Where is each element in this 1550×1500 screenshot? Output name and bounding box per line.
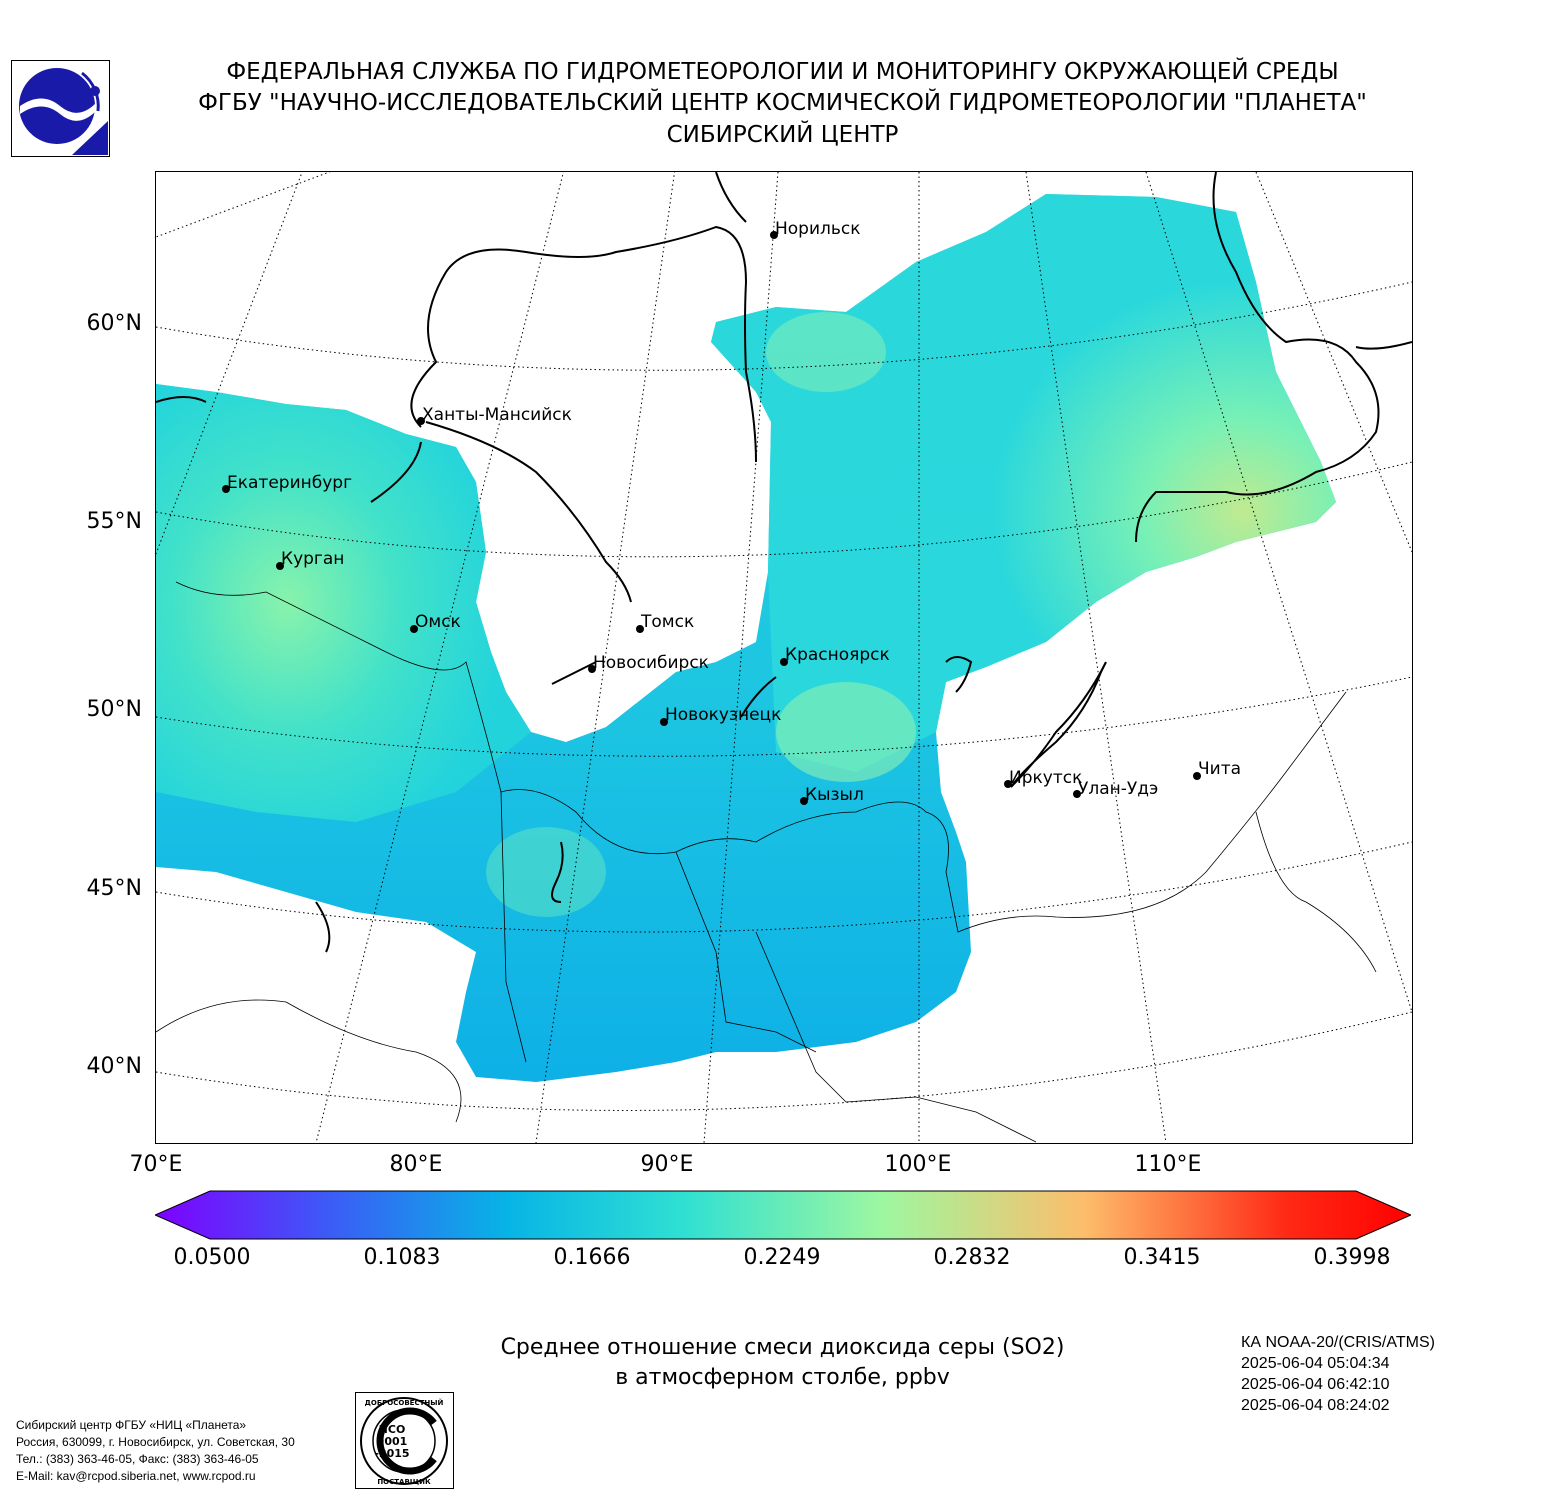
colorbar-tick-0: 0.0500 bbox=[173, 1245, 251, 1270]
borders bbox=[156, 581, 1377, 1143]
roshydromet-logo bbox=[11, 60, 110, 157]
footer-line-2: Россия, 630099, г. Новосибирск, ул. Сове… bbox=[16, 1435, 295, 1449]
lat-label-55n: 55°N bbox=[86, 509, 142, 534]
lat-label-40n: 40°N bbox=[86, 1054, 142, 1079]
satellite-time-2: 2025-06-04 06:42:10 bbox=[1241, 1376, 1390, 1393]
lat-label-50n: 50°N bbox=[86, 697, 142, 722]
city-label-chita: Чита bbox=[1198, 759, 1242, 779]
lon-label-80e: 80°E bbox=[389, 1152, 443, 1177]
iso-badge-std-2: 9001 bbox=[377, 1435, 408, 1448]
satellite-info: КА NOAA-20/(CRIS/ATMS) 2025-06-04 05:04:… bbox=[1241, 1332, 1435, 1416]
so2-map: Норильск Ханты-Мансийск Екатеринбург Кур… bbox=[155, 171, 1413, 1144]
satellite-name: КА NOAA-20/(CRIS/ATMS) bbox=[1241, 1334, 1435, 1351]
lat-label-60n: 60°N bbox=[86, 311, 142, 336]
satellite-time-1: 2025-06-04 05:04:34 bbox=[1241, 1355, 1390, 1372]
graticule bbox=[156, 172, 1412, 1143]
colorbar-tick-3: 0.2249 bbox=[743, 1245, 821, 1270]
lat-label-45n: 45°N bbox=[86, 876, 142, 901]
header-line-2: ФГБУ "НАУЧНО-ИССЛЕДОВАТЕЛЬСКИЙ ЦЕНТР КОС… bbox=[198, 90, 1367, 116]
city-label-kyzyl: Кызыл bbox=[805, 785, 864, 805]
footer-contacts: Сибирский центр ФГБУ «НИЦ «Планета» Росс… bbox=[16, 1417, 295, 1485]
city-markers bbox=[222, 231, 1201, 805]
product-title-line-1: Среднее отношение смеси диоксида серы (S… bbox=[500, 1335, 1065, 1360]
iso-badge-std-3: -2015 bbox=[374, 1447, 409, 1460]
lon-label-70e: 70°E bbox=[129, 1152, 183, 1177]
footer-line-4: E-Mail: kav@rcpod.siberia.net, www.rcpod… bbox=[16, 1469, 256, 1483]
lon-label-90e: 90°E bbox=[640, 1152, 694, 1177]
rivers-and-coasts bbox=[156, 172, 1412, 953]
city-label-ulan-ude: Улан-Удэ bbox=[1078, 779, 1159, 799]
footer-line-1: Сибирский центр ФГБУ «НИЦ «Планета» bbox=[16, 1418, 247, 1432]
lon-label-100e: 100°E bbox=[884, 1152, 952, 1177]
city-label-khanty-mansiysk: Ханты-Мансийск bbox=[422, 405, 572, 425]
so2-field bbox=[156, 194, 1336, 1082]
iso-badge-bottom: ПОСТАВЩИК bbox=[377, 1478, 431, 1486]
header-line-3: СИБИРСКИЙ ЦЕНТР bbox=[666, 122, 899, 148]
iso-9001-badge: ДОБРОСОВЕСТНЫЙ ПОСТАВЩИК ИСО 9001 -2015 bbox=[355, 1392, 454, 1489]
city-label-kurgan: Курган bbox=[281, 549, 345, 569]
city-label-tomsk: Томск bbox=[641, 612, 695, 632]
colorbar-tick-4: 0.2832 bbox=[933, 1245, 1011, 1270]
colorbar-tick-6: 0.3998 bbox=[1313, 1245, 1391, 1270]
product-title: Среднее отношение смеси диоксида серы (S… bbox=[380, 1333, 1185, 1393]
header-line-1: ФЕДЕРАЛЬНАЯ СЛУЖБА ПО ГИДРОМЕТЕОРОЛОГИИ … bbox=[226, 59, 1339, 85]
lon-label-110e: 110°E bbox=[1134, 1152, 1202, 1177]
city-label-omsk: Омск bbox=[415, 612, 461, 632]
colorbar-tick-2: 0.1666 bbox=[553, 1245, 631, 1270]
iso-badge-std-1: ИСО bbox=[379, 1423, 406, 1436]
city-label-yekaterinburg: Екатеринбург bbox=[227, 473, 353, 493]
city-label-irkutsk: Иркутск bbox=[1009, 768, 1083, 788]
footer-line-3: Тел.: (383) 363-46-05, Факс: (383) 363-4… bbox=[16, 1452, 259, 1466]
colorbar bbox=[153, 1190, 1413, 1240]
city-label-novokuznetsk: Новокузнецк bbox=[665, 705, 782, 725]
colorbar-tick-1: 0.1083 bbox=[363, 1245, 441, 1270]
city-label-krasnoyarsk: Красноярск bbox=[785, 645, 890, 665]
city-label-norilsk: Норильск bbox=[775, 219, 861, 239]
product-title-line-2: в атмосферном столбе, ppbv bbox=[615, 1365, 950, 1390]
city-label-novosibirsk: Новосибирск bbox=[593, 653, 709, 673]
colorbar-tick-5: 0.3415 bbox=[1123, 1245, 1201, 1270]
iso-badge-top: ДОБРОСОВЕСТНЫЙ bbox=[365, 1398, 444, 1407]
satellite-time-3: 2025-06-04 08:24:02 bbox=[1241, 1397, 1390, 1414]
